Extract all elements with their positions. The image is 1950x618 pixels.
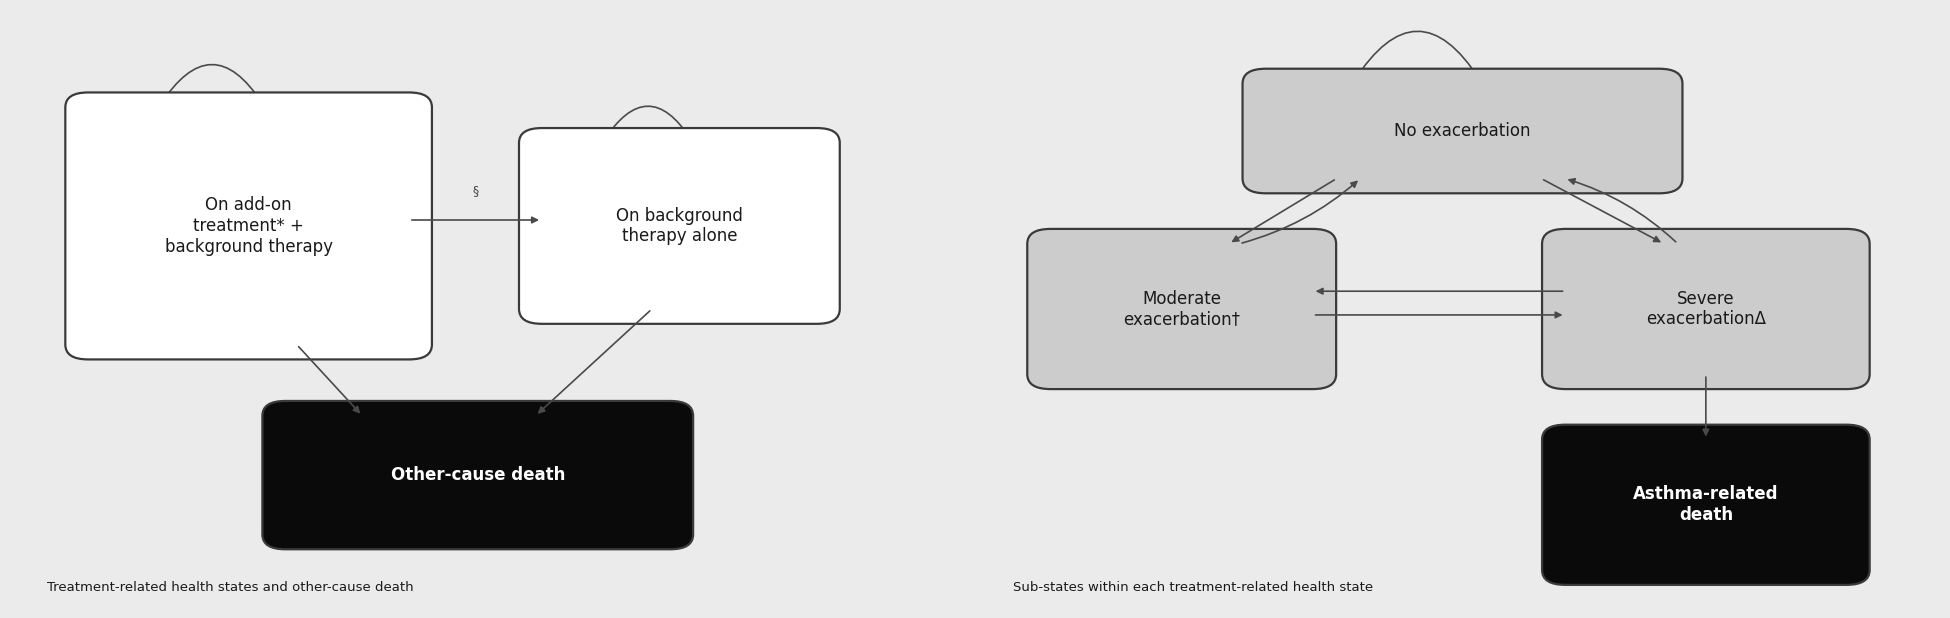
Text: Moderate
exacerbation†: Moderate exacerbation† xyxy=(1123,290,1240,328)
FancyBboxPatch shape xyxy=(263,401,692,549)
Text: On background
therapy alone: On background therapy alone xyxy=(616,206,743,245)
Text: Sub-states within each treatment-related health state: Sub-states within each treatment-related… xyxy=(1014,581,1373,594)
Text: No exacerbation: No exacerbation xyxy=(1394,122,1531,140)
FancyBboxPatch shape xyxy=(66,93,431,360)
FancyBboxPatch shape xyxy=(1242,69,1683,193)
Text: Severe
exacerbationΔ: Severe exacerbationΔ xyxy=(1646,290,1767,328)
Text: Asthma-related
death: Asthma-related death xyxy=(1632,485,1778,524)
FancyBboxPatch shape xyxy=(1028,229,1336,389)
Text: Treatment-related health states and other-cause death: Treatment-related health states and othe… xyxy=(47,581,413,594)
FancyBboxPatch shape xyxy=(1542,229,1870,389)
Text: Other-cause death: Other-cause death xyxy=(390,466,566,484)
Text: On add-on
treatment* +
background therapy: On add-on treatment* + background therap… xyxy=(164,196,333,256)
Text: §: § xyxy=(472,184,478,197)
FancyBboxPatch shape xyxy=(1542,425,1870,585)
FancyBboxPatch shape xyxy=(519,128,840,324)
